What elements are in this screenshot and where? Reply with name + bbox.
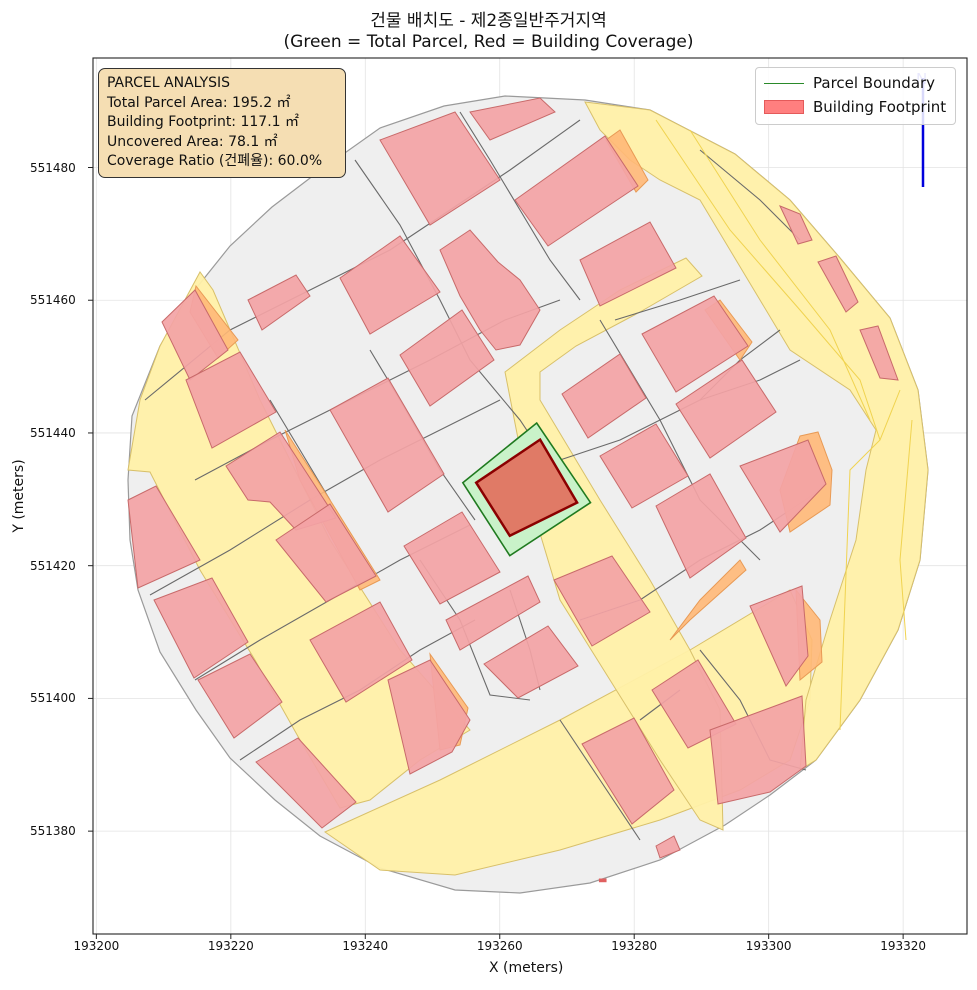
legend-swatch-line (764, 82, 804, 84)
neighbor-buildings (127, 97, 899, 859)
y-tick-label: 551380 (30, 824, 76, 839)
info-line-total: Total Parcel Area: 195.2 ㎡ (107, 94, 291, 111)
info-line-coverage: Coverage Ratio (건폐율): 60.0% (107, 153, 323, 169)
axes-frame (92, 57, 968, 935)
legend: Parcel Boundary Building Footprint (755, 67, 956, 125)
chart-title: 건물 배치도 - 제2종일반주거지역 (370, 11, 607, 31)
stray-mark: ▬ (598, 875, 607, 886)
parcel-info-box: PARCEL ANALYSIS Total Parcel Area: 195.2… (98, 68, 346, 178)
y-tick-label: 551420 (30, 558, 76, 573)
y-tick-label: 551400 (30, 691, 76, 706)
y-tick-label: 551480 (30, 160, 76, 175)
y-axis-label: Y (meters) (11, 459, 27, 533)
info-title: PARCEL ANALYSIS (107, 75, 231, 91)
x-tick-label: 193300 (745, 939, 792, 953)
x-tick-label: 193240 (342, 939, 389, 953)
y-tick-label: 551460 (30, 293, 76, 308)
legend-entry-building: Building Footprint (764, 96, 946, 118)
x-tick-label: 193200 (73, 939, 120, 953)
chart-subtitle: (Green = Total Parcel, Red = Building Co… (283, 32, 694, 52)
x-tick-label: 193320 (880, 939, 927, 953)
x-tick-label: 193260 (476, 939, 523, 953)
legend-label-parcel: Parcel Boundary (813, 74, 936, 92)
target-building (474, 437, 579, 538)
legend-swatch-box (764, 100, 804, 114)
info-line-uncovered: Uncovered Area: 78.1 ㎡ (107, 133, 278, 150)
x-tick-label: 193220 (207, 939, 254, 953)
y-tick-label: 551440 (30, 425, 76, 440)
legend-entry-parcel: Parcel Boundary (764, 72, 935, 94)
tick-marks (88, 167, 904, 939)
x-axis-label: X (meters) (489, 960, 564, 976)
legend-label-building: Building Footprint (813, 98, 947, 116)
info-line-footprint: Building Footprint: 117.1 ㎡ (107, 114, 300, 130)
x-tick-label: 193280 (611, 939, 658, 953)
road-lines (655, 119, 913, 731)
